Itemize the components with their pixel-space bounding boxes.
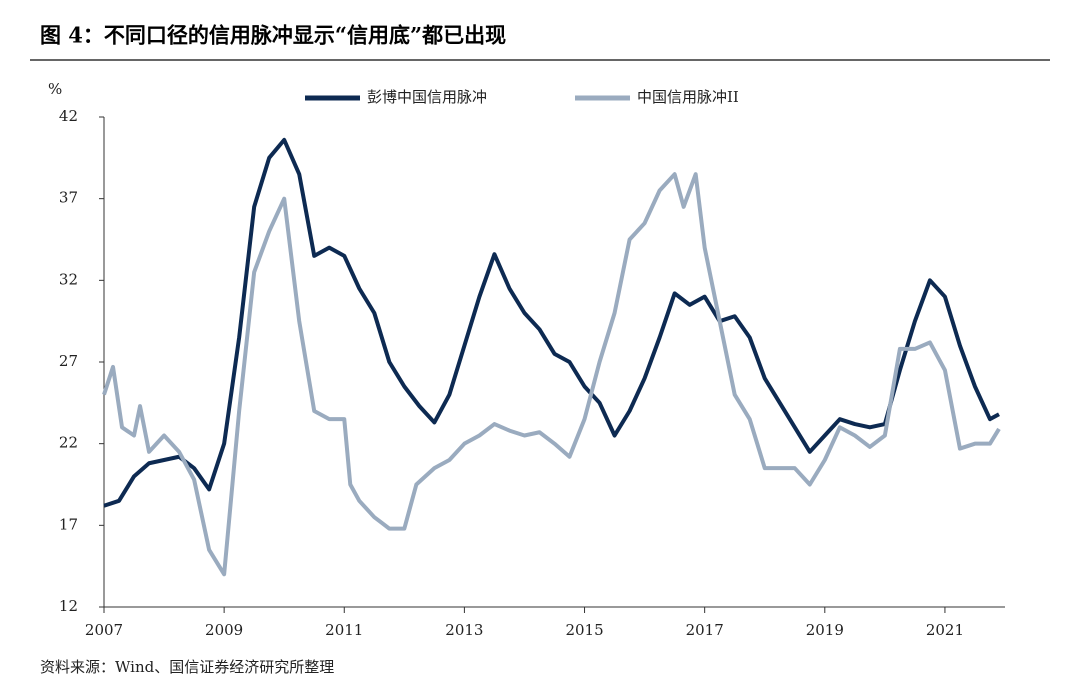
x-tick-label: 2021 — [926, 621, 964, 639]
y-tick-label: 22 — [59, 434, 78, 452]
legend-label: 中国信用脉冲II — [637, 88, 739, 106]
y-tick-label: 12 — [59, 597, 78, 615]
x-tick-label: 2017 — [686, 621, 724, 639]
y-unit: % — [48, 80, 62, 98]
x-tick-label: 2011 — [325, 621, 363, 639]
x-tick-label: 2019 — [806, 621, 844, 639]
y-tick-label: 32 — [59, 270, 78, 288]
y-tick-label: 27 — [59, 352, 78, 370]
chart-title: 图 4：不同口径的信用脉冲显示“信用底”都已出现 — [40, 23, 506, 48]
x-tick-label: 2009 — [205, 621, 243, 639]
x-tick-label: 2015 — [565, 621, 603, 639]
y-tick-label: 42 — [59, 107, 78, 125]
y-tick-label: 37 — [59, 189, 78, 207]
series-line — [103, 137, 1000, 508]
x-tick-label: 2007 — [85, 621, 123, 639]
legend-label: 彭博中国信用脉冲 — [367, 88, 487, 106]
x-tick-label: 2013 — [445, 621, 483, 639]
y-tick-label: 17 — [59, 515, 78, 533]
source-note: 资料来源：Wind、国信证券经济研究所整理 — [40, 658, 334, 676]
series-line — [102, 172, 1001, 577]
